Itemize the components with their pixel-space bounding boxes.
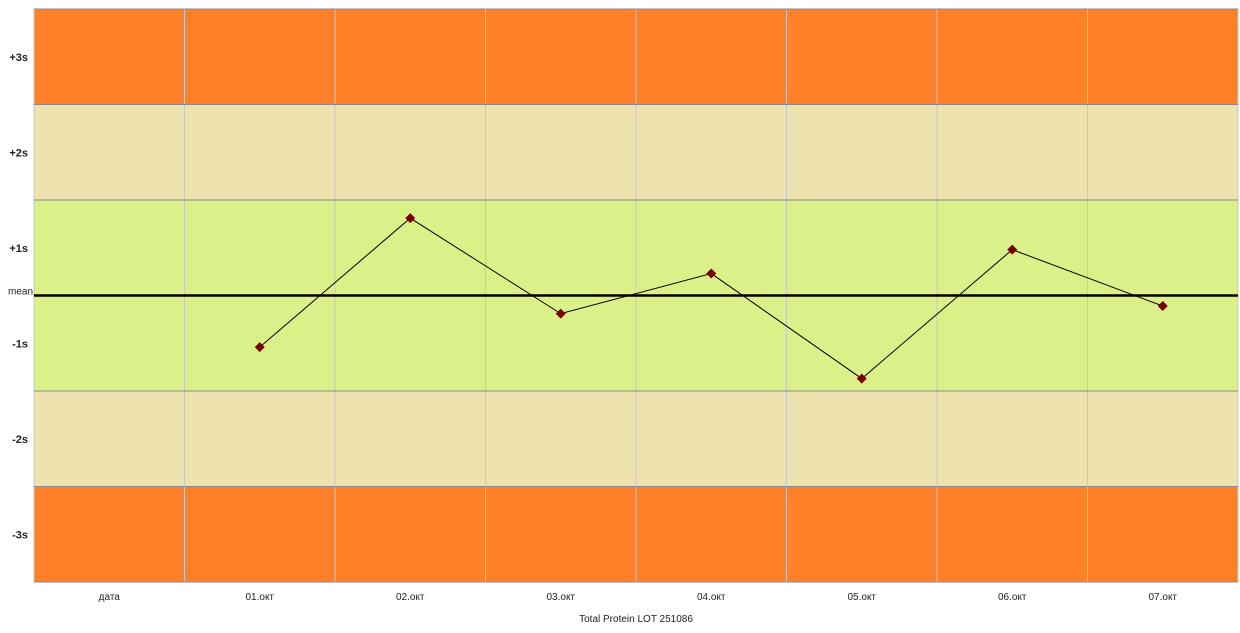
data-point-06.окт bbox=[1007, 244, 1018, 255]
y-label-3: mean bbox=[8, 287, 33, 298]
data-point-02.окт bbox=[405, 213, 416, 224]
x-axis-title: Total Protein LOT 251086 bbox=[579, 614, 693, 625]
data-point-04.окт bbox=[706, 268, 717, 279]
y-axis-labels: +3s +2s +1s mean -1s -2s -3s bbox=[8, 52, 33, 542]
x-tick-1: 01.окт bbox=[245, 592, 274, 603]
series-layer bbox=[254, 213, 1168, 384]
y-label-0: +3s bbox=[9, 52, 28, 64]
x-tick-0: дата bbox=[99, 592, 121, 603]
y-label-6: -3s bbox=[12, 529, 28, 541]
y-label-4: -1s bbox=[12, 338, 28, 350]
x-tick-7: 07.окт bbox=[1148, 592, 1177, 603]
data-point-03.окт bbox=[555, 308, 566, 319]
y-label-5: -2s bbox=[12, 434, 28, 446]
x-tick-6: 06.окт bbox=[998, 592, 1027, 603]
y-label-1: +2s bbox=[9, 147, 28, 159]
data-point-05.окт bbox=[856, 373, 867, 384]
x-tick-4: 04.окт bbox=[697, 592, 726, 603]
x-tick-5: 05.окт bbox=[847, 592, 876, 603]
x-axis-labels: дата 01.окт 02.окт 03.окт 04.окт 05.окт 06.окт… bbox=[99, 592, 1178, 603]
x-tick-2: 02.окт bbox=[396, 592, 425, 603]
data-point-01.окт bbox=[254, 342, 265, 353]
data-point-07.окт bbox=[1157, 301, 1168, 312]
y-label-2: +1s bbox=[9, 243, 28, 255]
x-tick-3: 03.окт bbox=[546, 592, 575, 603]
